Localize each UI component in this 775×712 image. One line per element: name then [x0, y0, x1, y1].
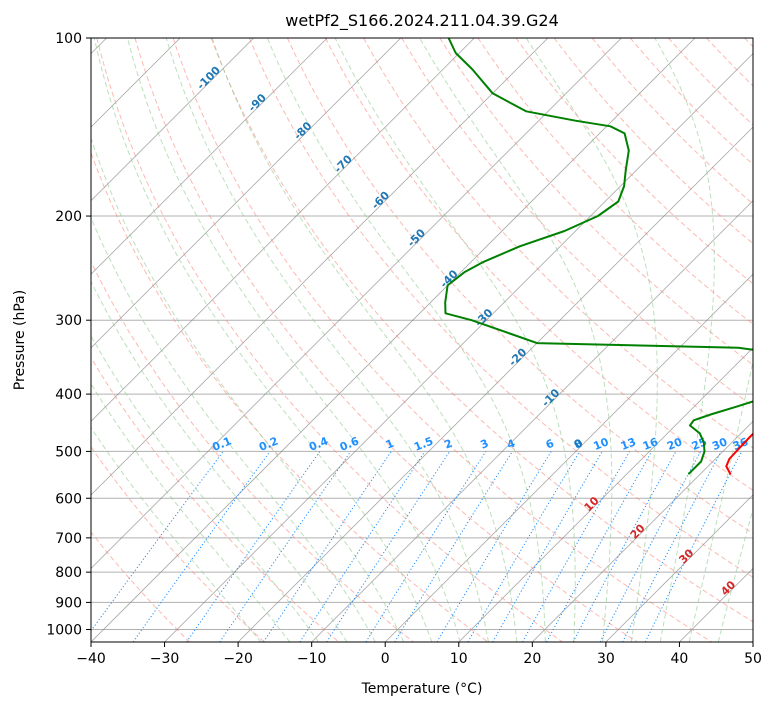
y-axis-label: Pressure (hPa)	[12, 290, 28, 390]
y-tick-label: 1000	[46, 622, 82, 638]
x-tick-label: −40	[76, 651, 106, 667]
y-tick-label: 400	[55, 387, 82, 403]
x-tick-label: −20	[223, 651, 253, 667]
x-tick-label: 10	[450, 651, 468, 667]
y-tick-label: 600	[55, 491, 82, 507]
x-tick-label: 50	[744, 651, 762, 667]
x-tick-label: −30	[150, 651, 180, 667]
chart-title: wetPf2_S166.2024.211.04.39.G24	[285, 11, 559, 31]
y-tick-label: 500	[55, 444, 82, 460]
x-tick-label: 0	[381, 651, 390, 667]
x-axis-label: Temperature (°C)	[361, 681, 483, 697]
y-tick-label: 100	[55, 31, 82, 47]
y-tick-label: 200	[55, 209, 82, 225]
x-tick-label: 20	[523, 651, 541, 667]
y-tick-label: 300	[55, 313, 82, 329]
x-tick-label: 30	[597, 651, 615, 667]
x-tick-label: −10	[297, 651, 327, 667]
y-tick-label: 800	[55, 565, 82, 581]
y-tick-label: 700	[55, 531, 82, 547]
y-tick-label: 900	[55, 595, 82, 611]
x-tick-label: 40	[671, 651, 689, 667]
